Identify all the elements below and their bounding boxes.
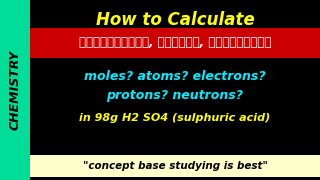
Text: protons? neutrons?: protons? neutrons?: [107, 89, 244, 102]
Text: హైడ్రోజెన్, సల్ఫర్, ఆక్సిజెన్: హైడ్రోజెన్, సల్ఫర్, ఆక్సిజెన్: [79, 37, 271, 50]
Text: How to Calculate: How to Calculate: [96, 11, 254, 29]
Bar: [30, 155, 320, 177]
Text: in 98g H2 SO4 (sulphuric acid): in 98g H2 SO4 (sulphuric acid): [79, 113, 271, 123]
Text: CHEMISTRY: CHEMISTRY: [9, 50, 21, 130]
Text: moles? atoms? electrons?: moles? atoms? electrons?: [84, 71, 266, 84]
Text: "concept base studying is best": "concept base studying is best": [83, 161, 268, 171]
Bar: [0, 0, 30, 180]
Bar: [30, 28, 320, 58]
